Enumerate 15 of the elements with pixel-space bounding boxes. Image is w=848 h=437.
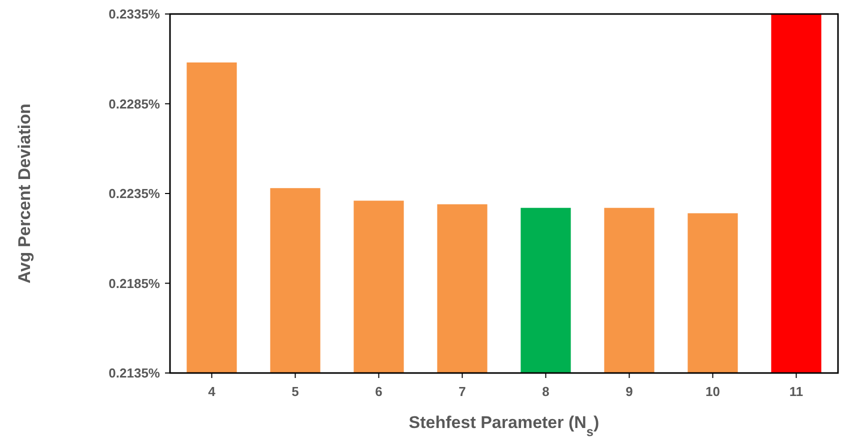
x-tick-label: 8 xyxy=(542,384,550,399)
x-tick-label: 11 xyxy=(789,384,804,399)
x-tick-label: 10 xyxy=(706,384,720,399)
y-tick-label: 0.2285% xyxy=(108,96,160,112)
x-tick-label: 9 xyxy=(626,384,633,399)
x-tick-label: 5 xyxy=(292,384,299,399)
y-tick-label: 0.2135% xyxy=(108,366,160,381)
y-tick-label: 0.2235% xyxy=(108,186,160,202)
x-tick-label: 6 xyxy=(375,384,382,399)
y-tick-label: 0.2335% xyxy=(108,6,160,22)
y-axis-title: Avg Percent Deviation xyxy=(15,104,34,284)
x-axis-title: Stehfest Parameter (N$_{s}$) xyxy=(408,413,600,437)
x-tick-label: 4 xyxy=(208,384,216,399)
x-tick-label: 7 xyxy=(458,384,466,399)
y-tick-label: 0.2185% xyxy=(108,276,160,291)
